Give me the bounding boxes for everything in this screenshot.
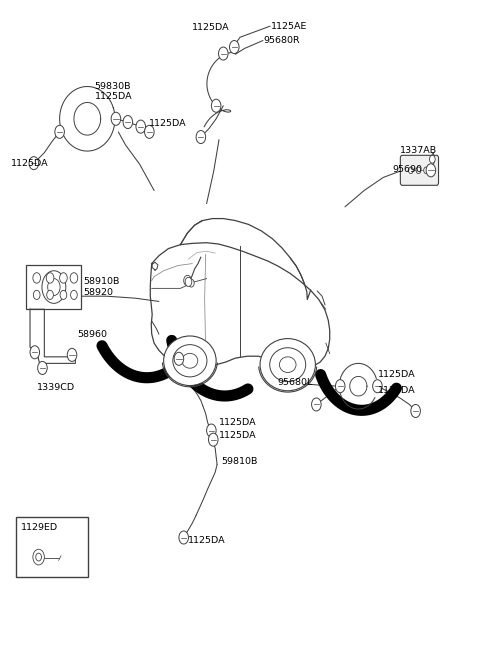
Text: 1125DA: 1125DA — [219, 418, 257, 426]
Circle shape — [408, 167, 413, 174]
Circle shape — [111, 112, 120, 125]
Circle shape — [37, 362, 47, 375]
Text: 1125DA: 1125DA — [378, 386, 416, 394]
Circle shape — [185, 277, 192, 286]
Circle shape — [144, 125, 154, 138]
Circle shape — [211, 99, 221, 112]
Text: 1125DA: 1125DA — [378, 370, 416, 379]
Circle shape — [36, 553, 41, 561]
Circle shape — [426, 164, 436, 177]
Bar — [16, 517, 88, 576]
Circle shape — [34, 290, 40, 299]
Text: 1125DA: 1125DA — [219, 431, 257, 440]
Circle shape — [411, 404, 420, 417]
Circle shape — [184, 275, 192, 286]
Circle shape — [33, 550, 44, 565]
Circle shape — [179, 531, 189, 544]
Ellipse shape — [173, 345, 207, 377]
Circle shape — [33, 272, 40, 283]
Circle shape — [70, 272, 78, 283]
Text: 59830B: 59830B — [95, 82, 131, 90]
Ellipse shape — [260, 339, 315, 391]
Circle shape — [136, 120, 145, 133]
Text: 1125DA: 1125DA — [11, 159, 48, 168]
Text: 95680R: 95680R — [263, 36, 300, 45]
Circle shape — [46, 272, 54, 283]
Circle shape — [55, 125, 64, 138]
Circle shape — [123, 115, 132, 128]
Circle shape — [30, 346, 39, 359]
Text: 1337AB: 1337AB — [400, 145, 437, 155]
Circle shape — [67, 348, 77, 362]
Text: 58920: 58920 — [84, 288, 113, 297]
Circle shape — [430, 155, 435, 163]
Text: 58960: 58960 — [78, 329, 108, 339]
Ellipse shape — [182, 353, 198, 368]
Text: 1129ED: 1129ED — [21, 523, 58, 532]
Circle shape — [60, 290, 67, 299]
Circle shape — [312, 398, 321, 411]
Ellipse shape — [164, 336, 216, 386]
Text: 1125AE: 1125AE — [271, 22, 307, 31]
Circle shape — [189, 279, 194, 287]
Circle shape — [229, 41, 239, 54]
Text: 1125DA: 1125DA — [188, 536, 225, 544]
Circle shape — [196, 130, 205, 143]
Circle shape — [208, 433, 218, 446]
Circle shape — [206, 424, 216, 437]
Circle shape — [424, 167, 429, 174]
Bar — [26, 265, 81, 309]
Text: 95680L: 95680L — [277, 379, 312, 388]
FancyBboxPatch shape — [400, 155, 439, 185]
Circle shape — [48, 278, 60, 295]
Circle shape — [336, 380, 345, 393]
Ellipse shape — [279, 357, 296, 373]
Circle shape — [218, 47, 228, 60]
Text: 59810B: 59810B — [221, 457, 257, 466]
Text: 1125DA: 1125DA — [95, 92, 132, 101]
Circle shape — [60, 272, 67, 283]
Text: 1339CD: 1339CD — [37, 383, 75, 392]
Circle shape — [416, 167, 421, 174]
Ellipse shape — [270, 348, 306, 382]
Circle shape — [71, 290, 77, 299]
Text: 1125DA: 1125DA — [149, 119, 187, 128]
Circle shape — [372, 380, 382, 393]
Circle shape — [174, 352, 184, 365]
Circle shape — [47, 290, 53, 299]
Text: 95690: 95690 — [393, 165, 423, 174]
Circle shape — [42, 271, 66, 303]
Text: 1125DA: 1125DA — [192, 23, 230, 32]
Text: 58910B: 58910B — [84, 277, 120, 286]
Circle shape — [29, 157, 38, 170]
